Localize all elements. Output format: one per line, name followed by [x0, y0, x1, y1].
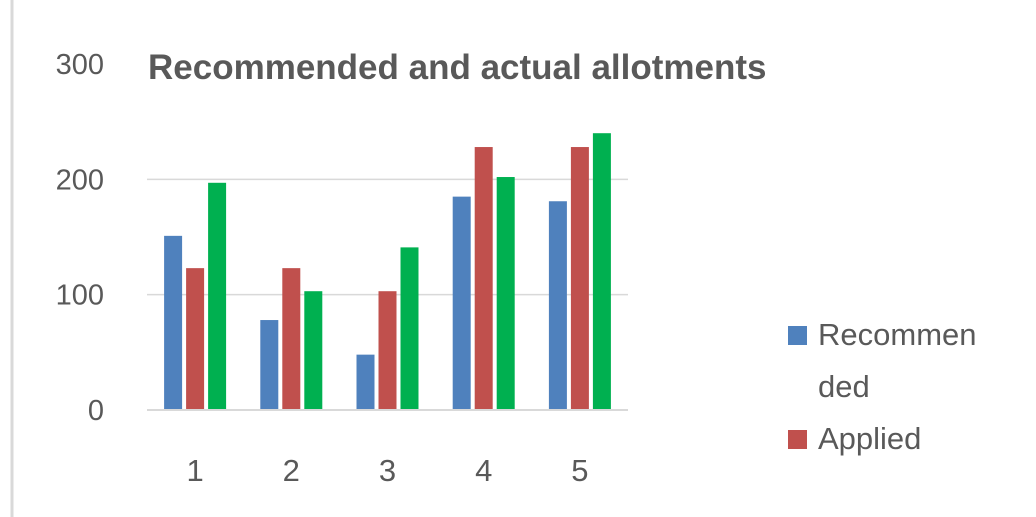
bar-series-1-category-4 [452, 196, 471, 410]
x-tick-label: 3 [379, 453, 396, 488]
bar-series-3-category-4 [496, 177, 515, 410]
y-tick-label: 300 [56, 49, 104, 81]
bar-series-2-category-5 [570, 147, 589, 411]
y-axis-tick-labels: 0 100 200 300 [56, 49, 104, 427]
bars [164, 133, 611, 411]
y-tick-label: 100 [56, 280, 104, 312]
bar-series-3-category-3 [400, 247, 419, 410]
legend: Recommen ded Applied [788, 317, 977, 456]
legend-label: Recommen [818, 317, 977, 352]
bar-series-1-category-3 [356, 354, 375, 410]
bar-series-3-category-2 [304, 291, 323, 410]
bar-series-2-category-1 [186, 268, 205, 410]
y-tick-label: 0 [88, 395, 104, 427]
legend-swatch [788, 326, 807, 345]
x-axis-tick-labels: 1 2 3 4 5 [186, 453, 588, 488]
legend-label: Applied [818, 421, 921, 456]
legend-swatch [788, 430, 807, 449]
x-tick-label: 1 [186, 453, 203, 488]
x-tick-label: 5 [571, 453, 588, 488]
bar-series-1-category-1 [164, 235, 183, 410]
bar-series-3-category-5 [592, 133, 611, 410]
bar-series-2-category-2 [282, 268, 301, 410]
bar-series-2-category-3 [378, 291, 397, 410]
y-tick-label: 200 [56, 164, 104, 196]
legend-label: ded [818, 369, 870, 404]
bar-series-3-category-1 [208, 182, 227, 410]
bar-series-1-category-2 [260, 320, 279, 410]
bar-series-2-category-4 [474, 147, 493, 411]
x-tick-label: 4 [475, 453, 492, 488]
chart-title: Recommended and actual allotments [148, 48, 766, 87]
bar-series-1-category-5 [548, 201, 567, 410]
x-tick-label: 2 [283, 453, 300, 488]
